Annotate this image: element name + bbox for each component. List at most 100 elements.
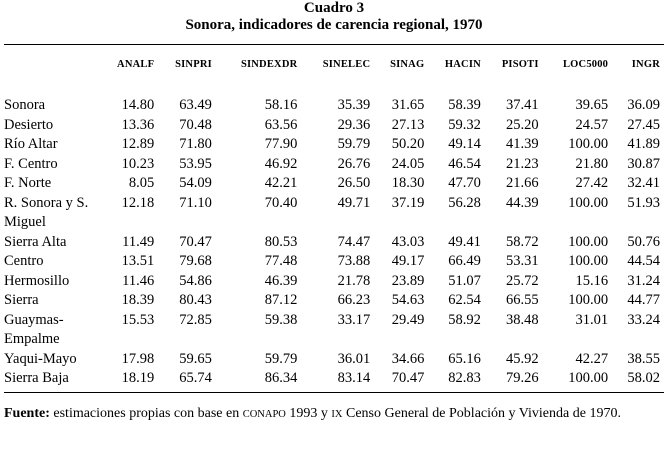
value-cell: 44.77 — [627, 292, 660, 308]
value-cell: 42.21 — [264, 175, 298, 191]
value-cell: 31.01 — [575, 311, 609, 328]
value-cell: 29.49 — [391, 311, 425, 328]
value-cell: 71.80 — [179, 136, 212, 152]
region-name: Sierra — [4, 292, 39, 308]
value-cell: 24.57 — [575, 116, 609, 133]
header-row: ANALF SINPRI SINDEXDR SINELEC SINAG HACI… — [4, 52, 664, 96]
value-cell: 26.50 — [337, 175, 371, 191]
value-cell: 58.16 — [264, 97, 298, 113]
table-row: Sierra Baja 18.19 65.74 86.34 83.14 70.47 82.8… — [4, 369, 664, 389]
value-cell: 49.41 — [448, 233, 481, 250]
value-cell: 80.53 — [264, 233, 298, 250]
value-cell: 10.23 — [121, 155, 155, 172]
value-cell: 43.03 — [391, 233, 425, 250]
value-cell: 8.05 — [128, 175, 155, 191]
value-cell: 38.55 — [627, 350, 660, 367]
value-cell: 63.56 — [264, 116, 298, 133]
value-cell: 18.39 — [121, 292, 155, 308]
value-cell: 54.09 — [179, 175, 212, 191]
value-cell: 24.05 — [391, 155, 425, 172]
value-cell: 100.00 — [568, 233, 609, 250]
value-cell: 41.89 — [627, 136, 660, 152]
region-name: Centro — [4, 253, 44, 269]
table-caption: Cuadro 3 Sonora, indicadores de carencia… — [0, 0, 668, 34]
region-name: R. Sonora y S. Miguel — [4, 194, 89, 231]
region-name: Guaymas-Empalme — [4, 311, 64, 348]
value-cell: 56.28 — [448, 194, 481, 211]
value-cell: 30.87 — [627, 155, 660, 172]
source-label: Fuente: — [4, 406, 50, 421]
value-cell: 13.36 — [121, 116, 155, 133]
top-rule — [4, 44, 664, 45]
value-cell: 66.49 — [448, 253, 481, 269]
caption-subtitle: Sonora, indicadores de carencia regional… — [185, 17, 483, 33]
value-cell: 58.72 — [505, 233, 539, 250]
table-row: Guaymas-Empalme 15.53 72.85 59.38 33.17 29.49… — [4, 311, 664, 350]
source-text-b: 1993 y — [285, 406, 332, 421]
value-cell: 39.65 — [575, 97, 609, 113]
source-org: CONAPO — [242, 409, 286, 420]
value-cell: 100.00 — [568, 253, 609, 269]
table-row: Yaqui-Mayo 17.98 59.65 59.79 36.01 34.66 65.16… — [4, 350, 664, 370]
header-cell: SINELEC — [322, 58, 371, 70]
value-cell: 70.48 — [179, 116, 212, 133]
value-cell: 15.16 — [575, 272, 609, 289]
value-cell: 59.79 — [264, 350, 298, 367]
value-cell: 77.90 — [264, 136, 298, 152]
value-cell: 31.65 — [391, 97, 425, 113]
value-cell: 46.92 — [264, 155, 298, 172]
value-cell: 47.70 — [448, 175, 481, 191]
value-cell: 58.02 — [627, 370, 660, 386]
value-cell: 100.00 — [568, 136, 609, 152]
table-row: Río Altar 12.89 71.80 77.90 59.79 50.20 49.14 4… — [4, 135, 664, 155]
header-cell: SINPRI — [175, 58, 212, 70]
value-cell: 35.39 — [337, 97, 371, 113]
value-cell: 65.16 — [448, 350, 481, 367]
value-cell: 21.23 — [505, 155, 539, 172]
value-cell: 26.76 — [337, 155, 371, 172]
value-cell: 100.00 — [568, 194, 609, 211]
value-cell: 86.34 — [264, 370, 298, 386]
source-text-c: Censo General de Población y Vivienda de… — [342, 406, 621, 421]
value-cell: 11.46 — [122, 272, 155, 289]
source-note: Fuente: estimaciones propias con base en… — [4, 404, 666, 424]
value-cell: 11.49 — [122, 233, 155, 250]
value-cell: 66.23 — [337, 292, 371, 308]
value-cell: 17.98 — [121, 350, 155, 367]
region-name: Sierra Alta — [4, 233, 67, 250]
value-cell: 21.80 — [575, 155, 609, 172]
region-name: Yaqui-Mayo — [4, 350, 77, 367]
table-row: Sierra 18.39 80.43 87.12 66.23 54.63 62.54 66.5… — [4, 291, 664, 311]
header-cell — [4, 52, 100, 96]
value-cell: 38.48 — [505, 311, 539, 328]
table-row: R. Sonora y S. Miguel 12.18 71.10 70.40 49.7… — [4, 194, 664, 233]
value-cell: 80.43 — [179, 292, 212, 308]
header-cell: PISOTI — [501, 58, 539, 70]
value-cell: 79.26 — [505, 370, 539, 386]
value-cell: 27.45 — [627, 116, 660, 133]
value-cell: 73.88 — [337, 253, 371, 269]
value-cell: 12.18 — [121, 194, 155, 211]
value-cell: 53.31 — [505, 253, 539, 269]
value-cell: 49.71 — [337, 194, 371, 211]
value-cell: 21.78 — [337, 272, 371, 289]
value-cell: 79.68 — [179, 253, 212, 269]
value-cell: 41.39 — [505, 136, 539, 152]
value-cell: 59.38 — [264, 311, 298, 328]
table-row: Sonora 14.80 63.49 58.16 35.39 31.65 58.39 37.4… — [4, 96, 664, 116]
value-cell: 33.24 — [627, 311, 660, 328]
value-cell: 58.92 — [448, 311, 481, 328]
value-cell: 29.36 — [337, 116, 371, 133]
header-cell: SINDEXDR — [240, 58, 298, 70]
value-cell: 66.55 — [505, 292, 539, 308]
value-cell: 59.32 — [448, 116, 481, 133]
value-cell: 44.54 — [627, 253, 660, 269]
value-cell: 27.42 — [575, 175, 609, 191]
value-cell: 18.19 — [121, 370, 155, 386]
value-cell: 54.86 — [179, 272, 212, 289]
value-cell: 72.85 — [179, 311, 212, 328]
table-row: Hermosillo 11.46 54.86 46.39 21.78 23.89 51.07… — [4, 272, 664, 292]
header-cell: HACIN — [444, 58, 481, 70]
bottom-rule — [4, 392, 664, 393]
value-cell: 74.47 — [337, 233, 371, 250]
